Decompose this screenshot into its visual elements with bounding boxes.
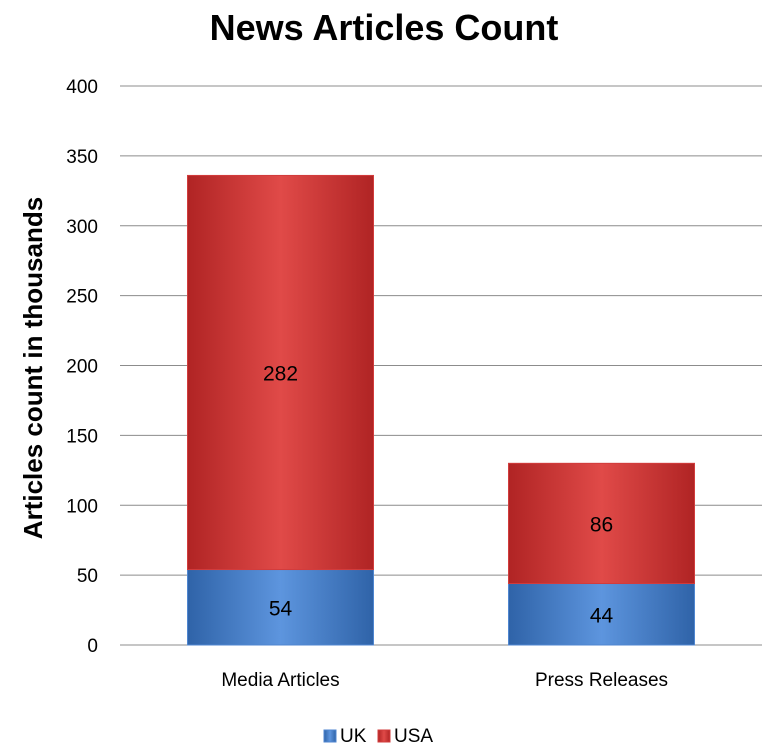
data-label: 44: [590, 604, 614, 627]
y-tick-label: 200: [66, 357, 98, 378]
y-tick-label: 300: [66, 217, 98, 238]
y-tick-label: 350: [66, 147, 98, 168]
legend-label-usa: USA: [394, 726, 433, 747]
y-tick-label: 400: [66, 77, 98, 98]
y-axis-label: Articles count in thousands: [18, 197, 48, 539]
data-labels: 54 282 44 86: [263, 362, 614, 627]
x-axis-categories: Media Articles Press Releases: [221, 670, 668, 691]
bar-uk-2: [508, 583, 695, 646]
y-tick-label: 150: [66, 426, 98, 447]
bar-usa-2: [508, 462, 695, 585]
legend-swatch-usa: [377, 729, 391, 743]
legend-label-uk: UK: [340, 726, 367, 747]
y-tick-label: 100: [66, 496, 98, 517]
x-category-label: Press Releases: [535, 670, 668, 691]
chart-title: News Articles Count: [210, 7, 559, 48]
legend: UK USA: [323, 726, 433, 747]
y-tick-label: 0: [87, 636, 98, 657]
data-label: 86: [590, 513, 613, 536]
y-axis-ticks: 0 50 100 150 200 250 300 350 400: [66, 77, 98, 657]
bars: [187, 174, 695, 646]
bar-usa-1: [187, 174, 374, 571]
data-label: 282: [263, 362, 298, 385]
bar-uk-1: [187, 569, 374, 646]
y-tick-label: 250: [66, 287, 98, 308]
y-tick-label: 50: [77, 566, 98, 587]
legend-swatch-uk: [323, 729, 337, 743]
x-category-label: Media Articles: [221, 670, 339, 691]
data-label: 54: [269, 597, 293, 620]
